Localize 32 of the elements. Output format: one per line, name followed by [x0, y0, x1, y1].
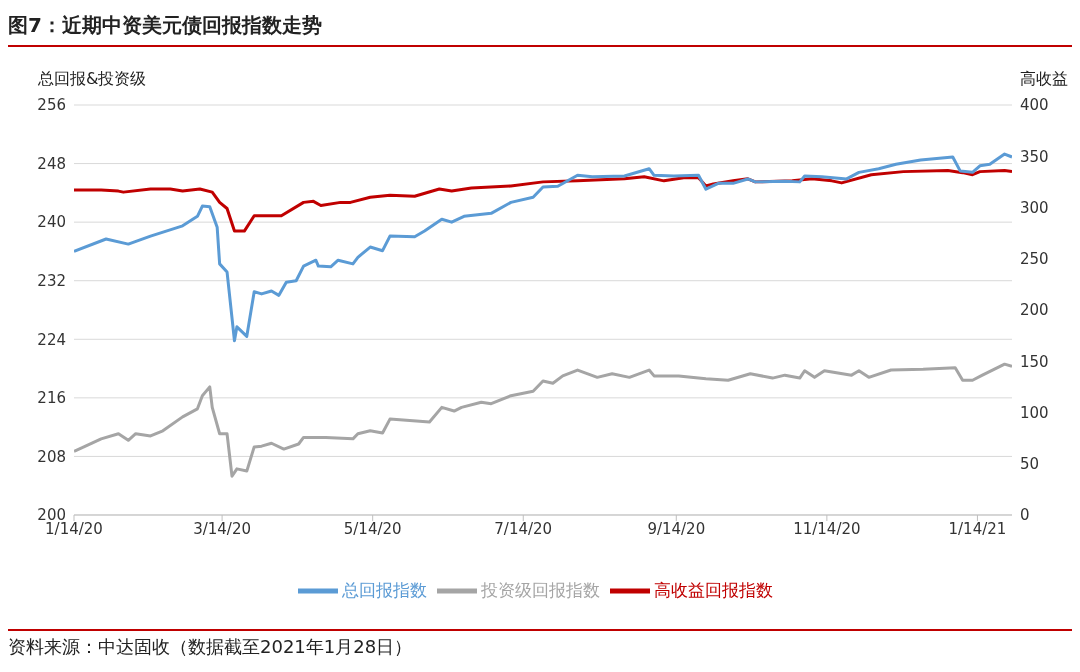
line-series [74, 152, 1012, 343]
y-tick-label: 224 [37, 330, 66, 349]
y2-tick-label: 150 [1020, 352, 1049, 371]
x-tick-label: 9/14/20 [647, 519, 706, 538]
y2-tick-label: 50 [1020, 455, 1040, 474]
y2-tick-label: 0 [1020, 506, 1030, 525]
y-tick-label: 208 [37, 447, 66, 466]
y-tick-label: 216 [37, 389, 66, 408]
y2-tick-label: 350 [1020, 147, 1049, 166]
line-series [74, 169, 1012, 233]
y-tick-label: 240 [37, 213, 66, 232]
legend-label: 总回报指数 [341, 580, 427, 600]
x-tick-label: 7/14/20 [494, 519, 553, 538]
x-tick-label: 11/14/20 [793, 519, 861, 538]
y-axis-title: 总回报&投资级 [38, 69, 147, 90]
legend-label: 高收益回报指数 [653, 580, 773, 600]
chart-title: 图7：近期中资美元债回报指数走势 [8, 8, 1072, 47]
y2-tick-label: 200 [1020, 301, 1049, 320]
text: 资料来源：中达固收（数据截至2021年1月28日） [8, 635, 414, 659]
y-tick-label: 256 [37, 96, 66, 115]
x-tick-label: 1/14/21 [948, 519, 1007, 538]
legend-label: 投资级回报指数 [480, 580, 600, 600]
line-series [74, 362, 1012, 478]
y2-tick-label: 100 [1020, 403, 1049, 422]
y2-tick-label: 300 [1020, 198, 1049, 217]
y-tick-label: 232 [37, 272, 66, 291]
y2-axis-title: 高收益 [1020, 69, 1068, 90]
x-tick-label: 5/14/20 [343, 519, 402, 538]
x-tick-label: 3/14/20 [193, 519, 252, 538]
y2-tick-label: 400 [1020, 96, 1049, 115]
y2-tick-label: 250 [1020, 250, 1049, 269]
y-tick-label: 248 [37, 154, 66, 173]
